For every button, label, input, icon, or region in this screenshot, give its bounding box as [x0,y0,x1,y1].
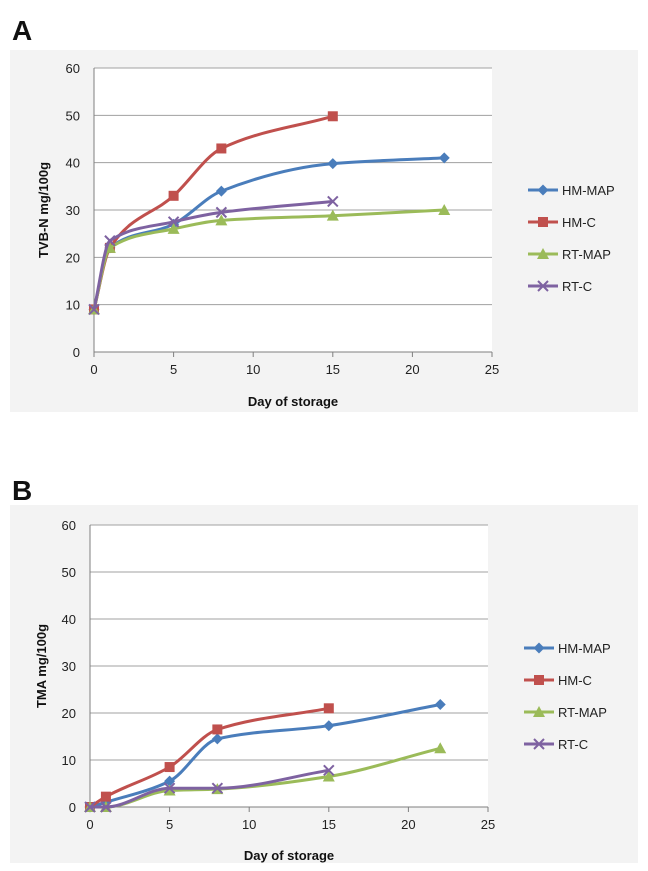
chart-b-x-axis-label: Day of storage [244,848,334,863]
chart-a-series-rt-c [88,195,339,316]
chart-a-legend-item-hm-c: HM-C [528,215,596,230]
chart-a-x-axis-label: Day of storage [248,394,338,409]
chart-a-point-hm-c-5 [168,190,179,201]
chart-a-y-tick-40: 40 [66,156,80,171]
chart-b-legend-marker-hm-c [534,675,544,685]
chart-b-legend-label-hm-map: HM-MAP [558,641,611,656]
chart-b-point-hm-c-1 [100,791,111,802]
chart-a-legend-label-hm-map: HM-MAP [562,183,615,198]
chart-b-point-rt-c-0 [84,801,96,813]
chart-b-y-tick-60: 60 [62,518,76,533]
chart-b-y-tick-40: 40 [62,612,76,627]
chart-b-point-hm-c-5 [164,762,175,773]
chart-b-point-hm-map-8 [211,733,223,745]
chart-a-y-axis-label: TVB-N mg/100g [36,162,51,258]
chart-b-point-rt-c-5 [163,782,176,794]
chart-b-y-tick-0: 0 [69,800,76,815]
chart-a-y-tick-50: 50 [66,108,80,123]
chart-a-y-tick-60: 60 [66,61,80,76]
chart-b-point-rt-map-5 [163,784,176,796]
chart-a-point-hm-map-15 [327,158,339,170]
chart-b-legend-marker-rt-map [533,706,545,717]
chart-a-legend-marker-rt-map [537,248,549,259]
chart-a-y-tick-20: 20 [66,250,80,265]
chart-b-point-hm-map-22 [434,699,446,711]
chart-b-panel-label: B [12,475,32,506]
chart-b-legend: HM-MAP HM-C RT-MAP RT-C [524,641,611,752]
chart-b-legend-item-rt-c: RT-C [524,737,588,752]
chart-a-point-rt-c-5 [167,216,180,228]
chart-b-series [84,699,447,813]
chart-a-x-tick-5: 5 [170,362,177,377]
chart-a-series [88,111,451,316]
chart-panel-b: B 0 10 20 30 40 50 60 0 5 10 15 20 25 HM-MAP HM-C RT-M… [10,475,638,863]
chart-a-point-hm-c-8 [216,143,227,154]
chart-a-point-rt-c-0 [88,303,100,316]
chart-b-y-tick-10: 10 [62,753,76,768]
chart-a-legend-label-rt-map: RT-MAP [562,247,611,262]
chart-a-x-tick-0: 0 [90,362,97,377]
chart-a-point-rt-map-8 [215,214,228,226]
chart-b-gridlines [90,524,488,761]
chart-b-legend-label-rt-map: RT-MAP [558,705,607,720]
chart-b-series-rt-c [84,764,335,813]
chart-b-y-tick-20: 20 [62,706,76,721]
chart-b-legend-item-hm-map: HM-MAP [524,641,611,656]
chart-panel-a: A 0 10 20 30 40 50 60 0 5 10 15 20 25 HM-MAP HM-C RT-M… [10,15,638,412]
chart-a-legend-item-rt-c: RT-C [528,279,592,294]
chart-a-x-tick-15: 15 [326,362,340,377]
chart-a-x-tick-25: 25 [485,362,499,377]
chart-b-point-rt-c-8 [211,782,224,794]
chart-b-y-tick-30: 30 [62,659,76,674]
chart-a-point-hm-map-22 [438,152,450,164]
chart-a-point-rt-c-1 [104,235,116,247]
chart-a-legend: HM-MAP HM-C RT-MAP RT-C [528,183,615,294]
chart-a-legend-item-hm-map: HM-MAP [528,183,615,198]
chart-a-x-tick-20: 20 [405,362,419,377]
chart-a-legend-marker-hm-map [537,184,549,196]
chart-b-point-hm-map-15 [323,720,335,732]
chart-a-point-hm-c-15 [327,111,338,122]
chart-a-point-rt-c-15 [327,195,339,208]
chart-b-y-tick-50: 50 [62,565,76,580]
chart-a-x-tick-10: 10 [246,362,260,377]
chart-b-x-tick-10: 10 [242,817,256,832]
chart-a-y-tick-10: 10 [66,298,80,313]
chart-a-y-tick-0: 0 [73,345,80,360]
chart-b-legend-item-rt-map: RT-MAP [524,705,607,720]
chart-b-legend-marker-rt-c [533,738,545,750]
chart-a-point-rt-map-15 [326,209,339,221]
chart-b-point-rt-c-1 [100,801,112,813]
chart-b-y-axis-label: TMA mg/100g [34,624,49,708]
chart-b-point-rt-map-15 [322,770,335,782]
chart-b-point-hm-c-15 [323,703,334,714]
chart-b-point-hm-map-5 [164,775,176,787]
chart-b-point-rt-c-15 [323,764,335,777]
chart-a-legend-marker-rt-c [537,280,549,292]
chart-b-point-hm-c-8 [212,724,223,735]
chart-a-legend-label-rt-c: RT-C [562,279,592,294]
chart-a-point-rt-c-8 [215,206,228,219]
chart-b-axes: 0 10 20 30 40 50 60 0 5 10 15 20 25 [62,518,496,832]
chart-a-legend-item-rt-map: RT-MAP [528,247,611,262]
chart-b-legend-label-hm-c: HM-C [558,673,592,688]
chart-b-x-tick-0: 0 [86,817,93,832]
chart-a-panel-label: A [12,15,32,46]
chart-b-legend-label-rt-c: RT-C [558,737,588,752]
chart-b-legend-marker-hm-map [533,642,545,654]
chart-a-legend-marker-hm-c [538,217,548,227]
chart-b-x-tick-20: 20 [401,817,415,832]
chart-a-legend-label-hm-c: HM-C [562,215,596,230]
chart-b-x-tick-25: 25 [481,817,495,832]
chart-a-point-hm-map-8 [215,185,227,197]
chart-b-x-tick-5: 5 [166,817,173,832]
chart-a-y-tick-30: 30 [66,203,80,218]
chart-a-point-rt-map-22 [438,204,451,215]
chart-b-x-tick-15: 15 [322,817,336,832]
chart-b-point-rt-map-22 [434,742,447,754]
chart-b-legend-item-hm-c: HM-C [524,673,592,688]
chart-a-point-rt-map-5 [167,222,180,234]
